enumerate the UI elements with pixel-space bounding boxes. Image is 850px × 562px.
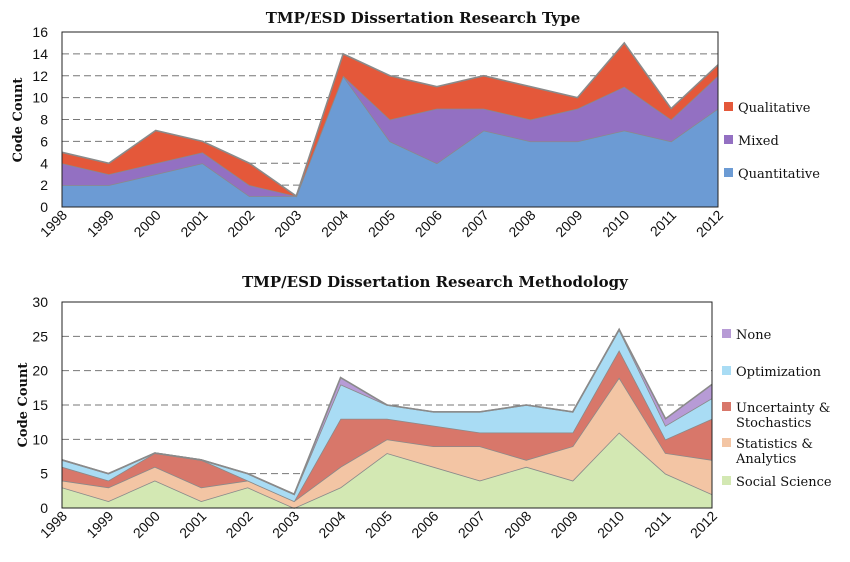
y-tick-label: 4 <box>40 155 48 171</box>
y-tick-label: 6 <box>40 133 48 149</box>
legend-label: Statistics & Analytics <box>735 437 813 467</box>
legend-label: Uncertainty & Stochastics <box>736 401 830 431</box>
x-tick-label: 2005 <box>365 207 398 240</box>
legend-swatch <box>722 366 731 375</box>
area-social-science <box>62 432 712 508</box>
legend-label: Optimization <box>736 365 822 380</box>
area-edge-qualitative <box>61 41 719 198</box>
x-tick-label: 2003 <box>269 508 302 541</box>
legend-item: Optimization <box>722 365 822 380</box>
x-tick-label: 1999 <box>83 508 116 541</box>
x-tick-label: 2008 <box>501 508 534 541</box>
y-tick-label: 15 <box>32 397 48 413</box>
x-tick-label: 2009 <box>552 207 585 240</box>
x-tick-label: 2004 <box>318 207 351 240</box>
legend-label: Qualitative <box>738 101 811 116</box>
x-tick-label: 2010 <box>599 207 632 240</box>
chart-research-methodology: TMP/ESD Dissertation Research Methodolog… <box>16 273 832 541</box>
x-tick-label: 2004 <box>315 508 348 541</box>
x-tick-label: 2005 <box>362 508 395 541</box>
legend-swatch <box>722 402 731 411</box>
y-tick-label: 12 <box>32 68 48 84</box>
y-axis-label: Code Count <box>16 363 31 448</box>
y-tick-label: 25 <box>32 328 48 344</box>
legend-item: Statistics & Analytics <box>722 437 813 467</box>
y-tick-label: 0 <box>40 199 48 215</box>
x-tick-label: 2002 <box>224 207 257 240</box>
x-tick-label: 2007 <box>458 207 491 240</box>
legend-label: Social Science <box>736 475 832 490</box>
x-tick-label: 2011 <box>641 508 674 541</box>
legend-label: Mixed <box>738 134 779 149</box>
x-tick-label: 1999 <box>84 207 117 240</box>
x-tick-label: 2003 <box>271 207 304 240</box>
legend-item: Qualitative <box>724 101 811 116</box>
y-tick-label: 2 <box>40 177 48 193</box>
y-tick-label: 8 <box>40 112 48 128</box>
x-tick-label: 2012 <box>693 207 726 240</box>
legend-item: Social Science <box>722 475 832 490</box>
x-tick-label: 2006 <box>408 508 441 541</box>
x-tick-label: 2009 <box>547 508 580 541</box>
y-axis-label: Code Count <box>11 78 26 163</box>
x-tick-label: 2007 <box>455 508 488 541</box>
x-tick-label: 2012 <box>687 508 720 541</box>
x-tick-label: 2001 <box>177 207 210 240</box>
y-tick-label: 10 <box>32 431 48 447</box>
legend-swatch <box>722 476 731 485</box>
x-tick-label: 2001 <box>176 508 209 541</box>
x-tick-label: 2000 <box>130 207 163 240</box>
y-tick-label: 30 <box>32 294 48 310</box>
x-tick-label: 2000 <box>130 508 163 541</box>
legend-label: None <box>736 328 772 343</box>
legend-label: Quantitative <box>738 167 820 182</box>
legend-swatch <box>724 168 733 177</box>
x-tick-label: 2011 <box>647 207 680 240</box>
area-uncertainty-stochastics <box>62 350 712 502</box>
x-tick-label: 2006 <box>412 207 445 240</box>
chart-title: TMP/ESD Dissertation Research Type <box>266 9 581 27</box>
legend-swatch <box>724 102 733 111</box>
legend-swatch <box>722 329 731 338</box>
legend-item: Quantitative <box>724 167 820 182</box>
area-mixed <box>62 75 718 197</box>
legend-item: Uncertainty & Stochastics <box>722 401 830 431</box>
chart-research-type: TMP/ESD Dissertation Research Type Code … <box>11 9 820 240</box>
area-optimization <box>62 329 712 502</box>
y-tick-label: 10 <box>32 90 48 106</box>
legend-swatch <box>724 135 733 144</box>
x-tick-label: 2008 <box>505 207 538 240</box>
y-tick-label: 16 <box>32 24 48 40</box>
y-tick-label: 20 <box>32 363 48 379</box>
y-tick-label: 14 <box>32 46 48 62</box>
plot-frame <box>61 301 713 509</box>
y-tick-label: 0 <box>40 500 48 516</box>
area-qualitative <box>62 42 718 197</box>
legend-item: Mixed <box>724 134 779 149</box>
x-tick-label: 2002 <box>222 508 255 541</box>
y-tick-label: 5 <box>40 466 48 482</box>
area-edge-none <box>61 327 713 496</box>
plot-frame <box>61 31 719 208</box>
x-tick-label: 2010 <box>594 508 627 541</box>
chart-title: TMP/ESD Dissertation Research Methodolog… <box>242 273 629 291</box>
area-statistics-analytics <box>62 377 712 508</box>
legend-item: None <box>722 328 772 343</box>
legend-swatch <box>722 438 731 447</box>
